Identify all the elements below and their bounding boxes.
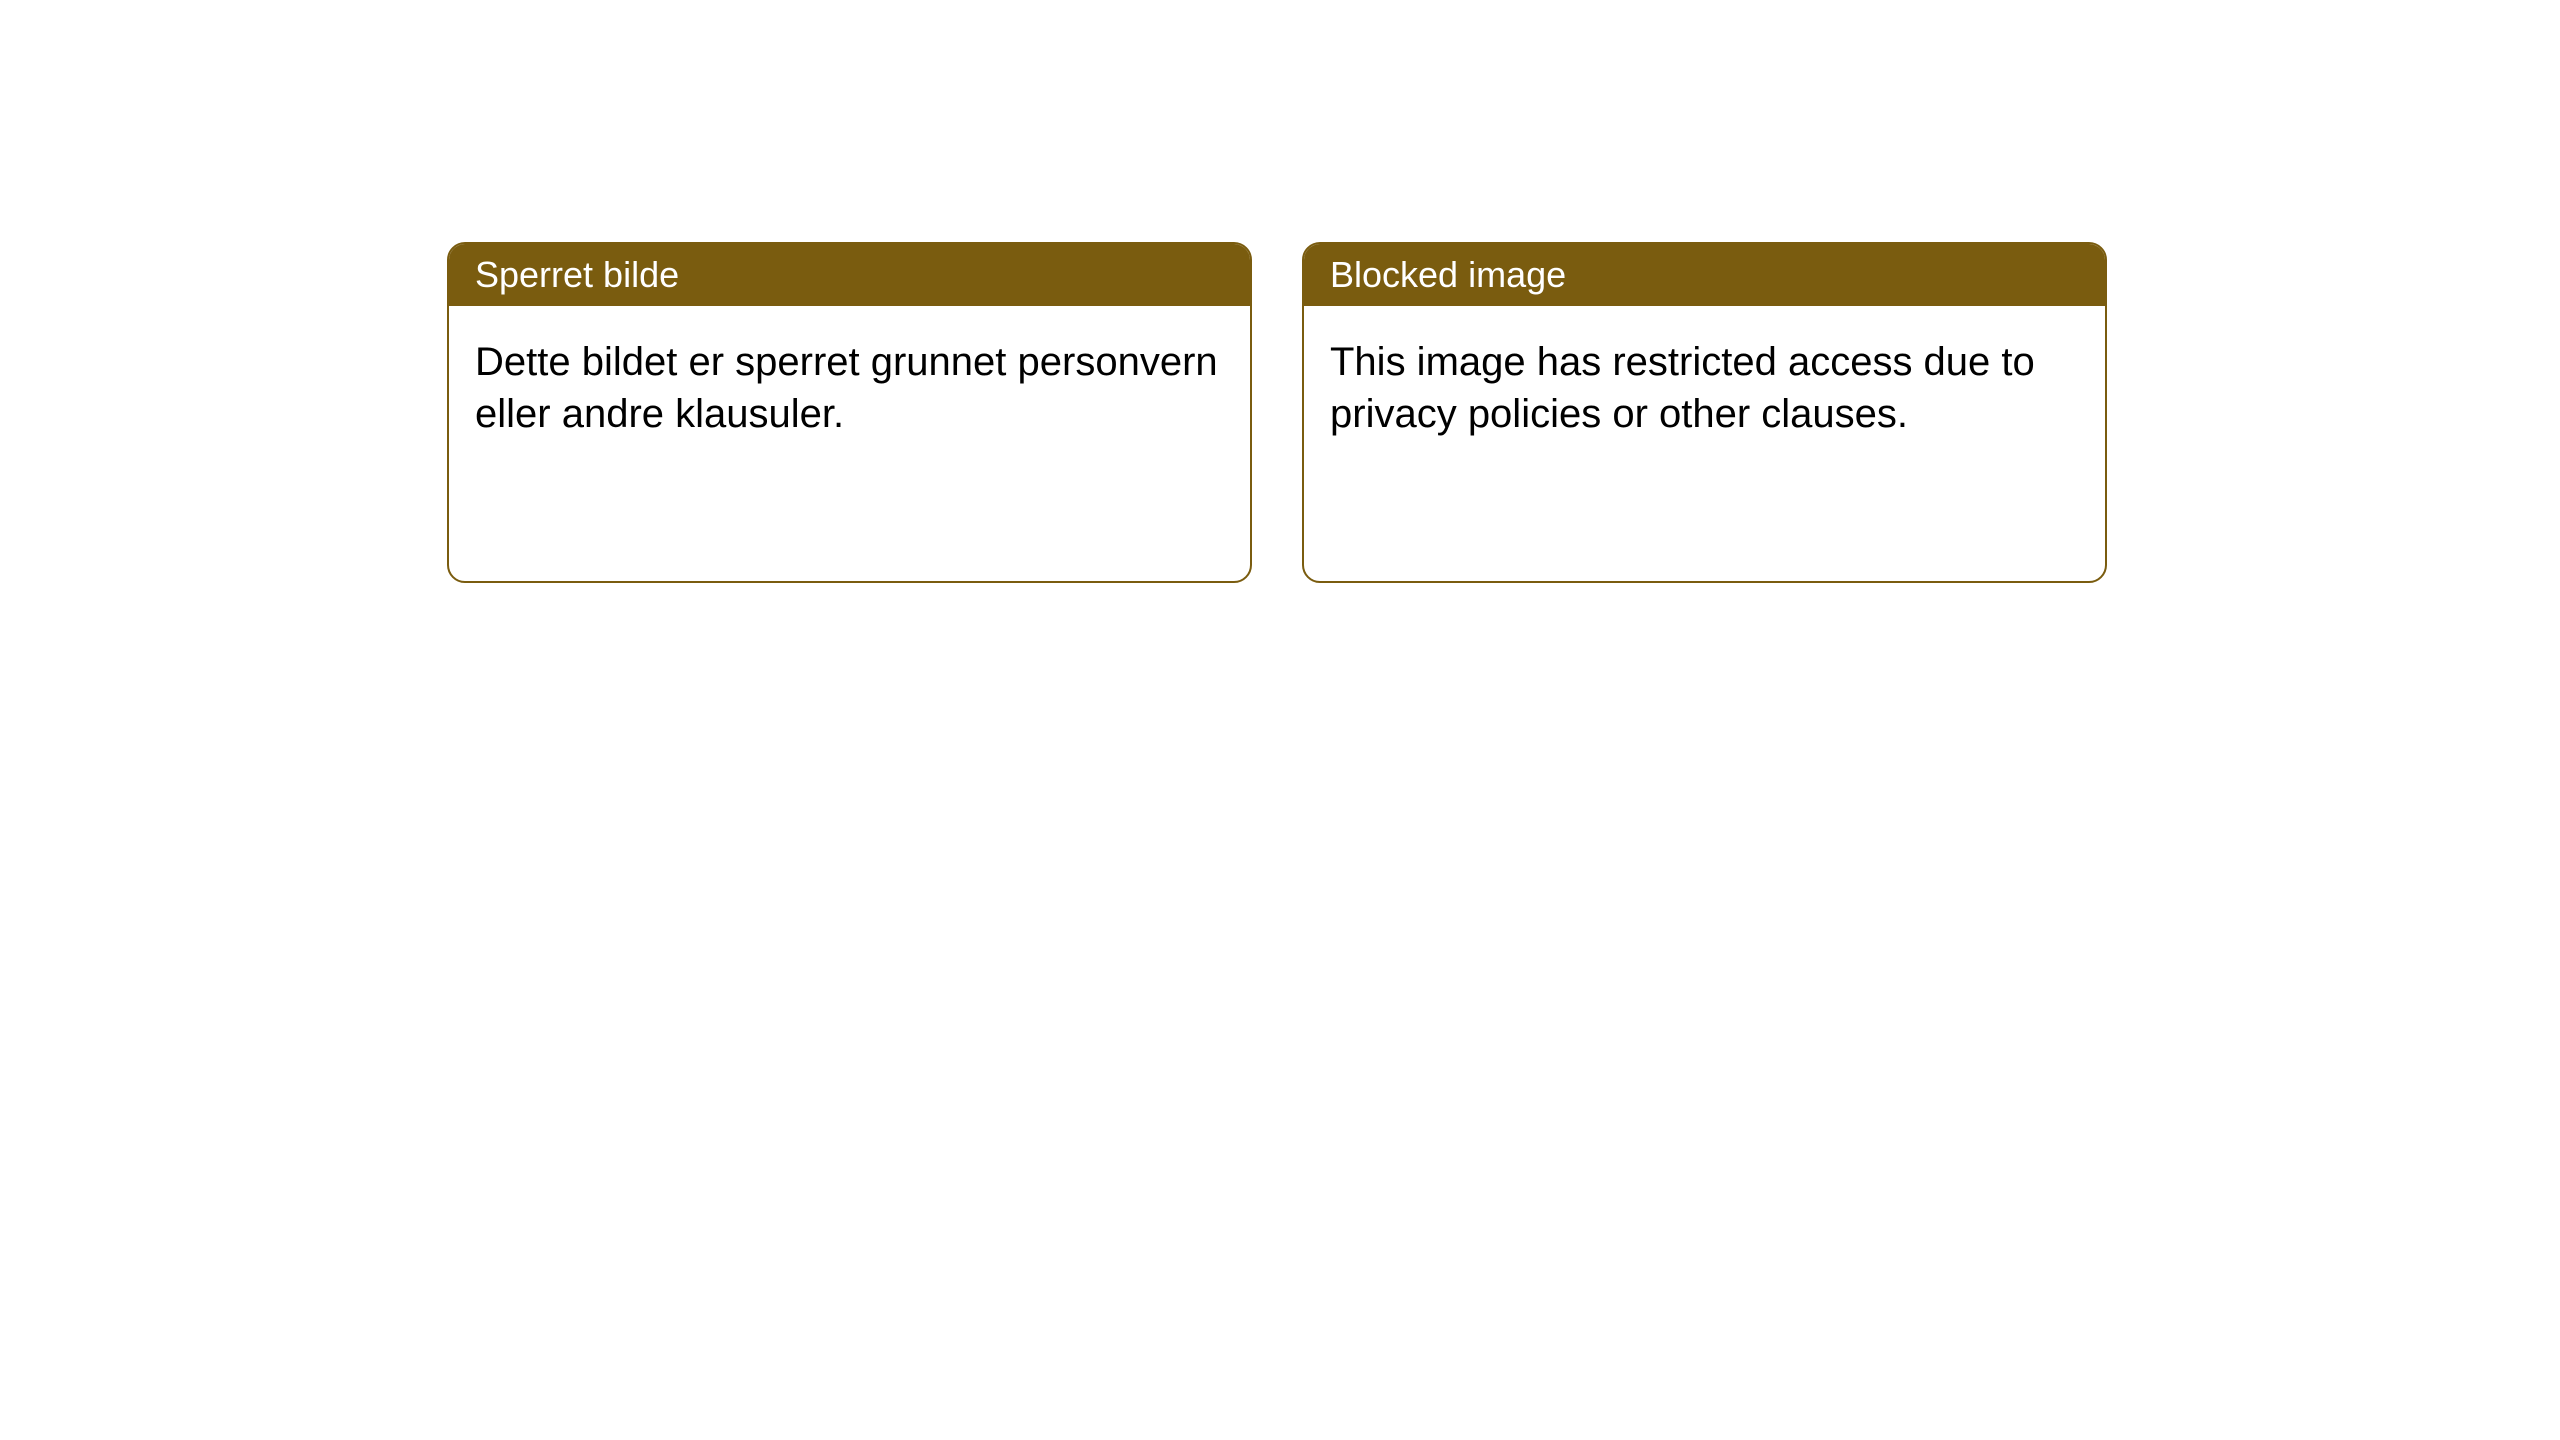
card-header-en: Blocked image: [1304, 244, 2105, 306]
card-body-no: Dette bildet er sperret grunnet personve…: [449, 306, 1250, 581]
notice-card-en: Blocked image This image has restricted …: [1302, 242, 2107, 583]
card-text-en: This image has restricted access due to …: [1330, 336, 2079, 440]
card-text-no: Dette bildet er sperret grunnet personve…: [475, 336, 1224, 440]
card-title-en: Blocked image: [1330, 254, 1566, 295]
cards-container: Sperret bilde Dette bildet er sperret gr…: [0, 0, 2560, 583]
card-title-no: Sperret bilde: [475, 254, 679, 295]
card-body-en: This image has restricted access due to …: [1304, 306, 2105, 581]
card-header-no: Sperret bilde: [449, 244, 1250, 306]
notice-card-no: Sperret bilde Dette bildet er sperret gr…: [447, 242, 1252, 583]
